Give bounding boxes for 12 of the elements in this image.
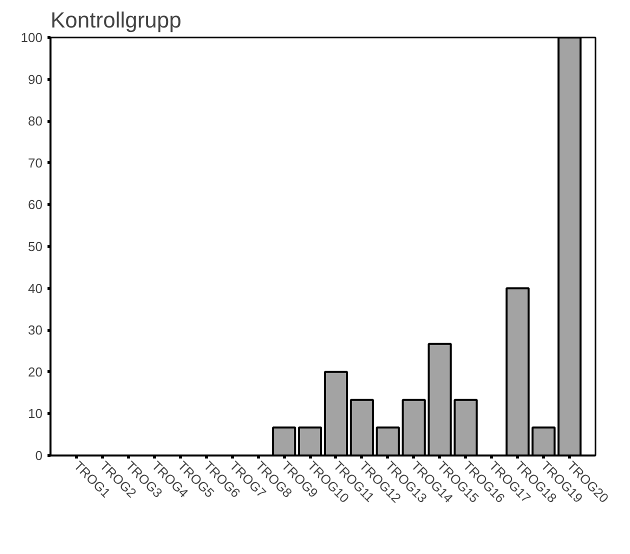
y-tick-label: 0 [35, 448, 43, 463]
y-tick-label: 40 [28, 280, 43, 296]
y-tick-label: 10 [28, 406, 43, 422]
y-tick-label: 30 [28, 322, 43, 338]
y-tick-label: 50 [28, 239, 43, 254]
y-tick-label: 90 [28, 72, 43, 87]
y-tick-label: 20 [28, 364, 43, 380]
y-tick-label: 80 [28, 114, 43, 129]
chart-title: Kontrollgrupp [50, 8, 182, 32]
y-tick-label: 100 [20, 30, 43, 45]
y-tick-label: 60 [28, 197, 43, 212]
y-tick-label: 70 [28, 155, 43, 170]
